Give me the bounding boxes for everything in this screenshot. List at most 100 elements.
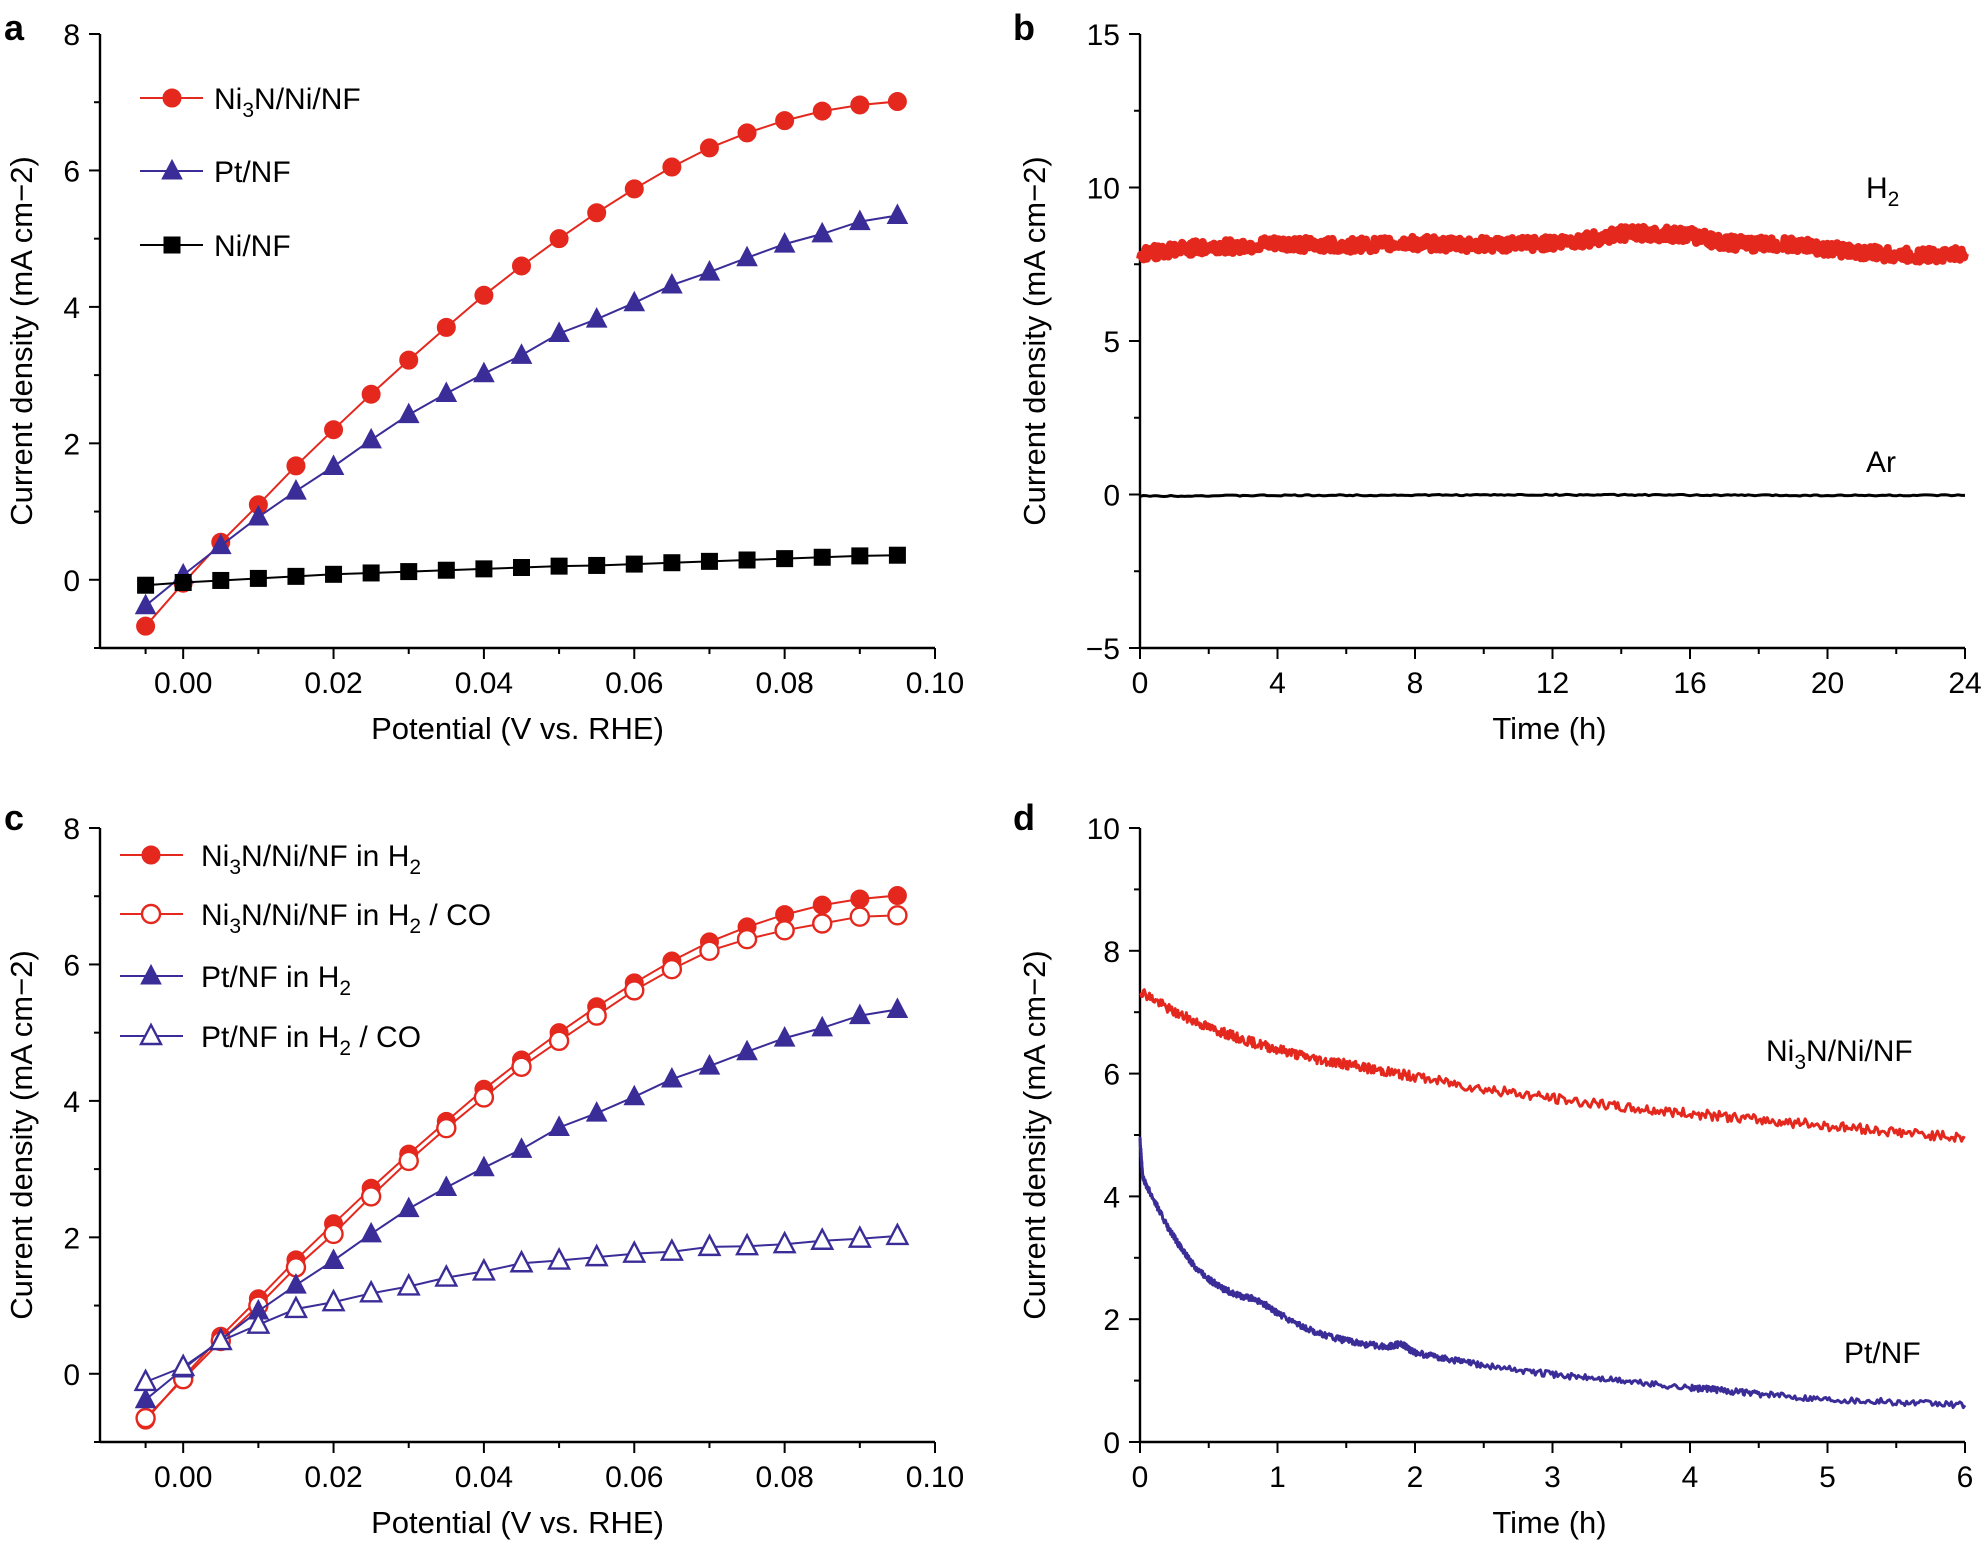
data-point: [812, 913, 833, 934]
data-point: [586, 1005, 607, 1026]
series-label: H2: [1866, 172, 1899, 211]
data-point: [435, 1175, 458, 1197]
data-point: [848, 209, 871, 231]
data-point: [585, 1101, 608, 1122]
series-line: [1138, 1136, 1967, 1410]
series-pt-nf: [1138, 1136, 1967, 1410]
data-point: [775, 111, 795, 131]
x-tick-label: 3: [1544, 1461, 1561, 1494]
data-point: [287, 567, 305, 585]
data-point: [772, 1230, 797, 1254]
data-point: [399, 350, 419, 370]
data-point: [887, 886, 907, 906]
series-label: Ar: [1866, 446, 1896, 479]
data-point: [285, 479, 307, 500]
panel-letter: a: [4, 7, 25, 48]
series-line: [1139, 988, 1966, 1143]
data-point: [174, 574, 192, 592]
data-point: [886, 997, 909, 1018]
y-tick-label: 5: [1103, 326, 1120, 359]
data-point: [588, 556, 606, 574]
data-point: [322, 454, 345, 476]
data-point: [134, 1387, 157, 1409]
x-tick-label: 0.04: [455, 1461, 513, 1494]
data-point: [662, 157, 682, 177]
legend-item: Ni3N/Ni/NF in H2 / CO: [120, 899, 491, 938]
data-point: [587, 203, 607, 223]
data-point: [885, 1222, 910, 1246]
x-tick-label: 0.10: [906, 667, 964, 700]
data-point: [547, 1246, 572, 1270]
data-point: [510, 1137, 533, 1158]
data-point: [134, 593, 157, 615]
y-tick-label: 4: [1103, 1181, 1120, 1214]
series-ni3n-ni-nf: [1139, 988, 1966, 1143]
data-point: [585, 307, 608, 328]
data-point: [360, 427, 382, 449]
data-point: [699, 138, 719, 158]
data-point: [396, 1272, 421, 1296]
data-point: [209, 533, 232, 555]
x-tick-label: 12: [1536, 667, 1569, 700]
data-point: [623, 290, 646, 312]
y-tick-label: 6: [63, 949, 80, 982]
x-tick-label: 0.08: [755, 1461, 813, 1494]
data-point: [736, 929, 758, 950]
data-point: [851, 547, 869, 565]
x-tick-label: 0.10: [906, 1461, 964, 1494]
data-point: [738, 551, 756, 569]
y-tick-label: 8: [1103, 936, 1120, 969]
series-label: Pt/NF: [1844, 1337, 1921, 1370]
y-tick-label: 0: [1103, 480, 1120, 513]
data-point: [812, 101, 832, 121]
data-point: [283, 1295, 308, 1319]
y-axis-title: Current density (mA cm−2): [1017, 950, 1052, 1320]
data-point: [436, 1117, 457, 1139]
x-tick-label: 0.00: [154, 1461, 212, 1494]
legend-label: Ni3N/Ni/NF in H2: [201, 840, 421, 879]
panel-letter: b: [1013, 7, 1035, 48]
panel-letter: c: [4, 797, 24, 838]
data-point: [321, 1288, 346, 1312]
legend-item: Pt/NF: [140, 156, 291, 189]
data-point: [737, 123, 757, 143]
panel-c: c 0.00 0.02 0.04 0.06 0.08 0.10 0 2 4 6 8 Potential …: [4, 797, 964, 1540]
x-tick-label: 0.08: [755, 667, 813, 700]
data-point: [811, 221, 834, 243]
legend-label: Pt/NF in H2: [201, 961, 351, 1000]
data-point: [813, 548, 831, 566]
series-pt-nf-in-h2: [134, 997, 909, 1409]
x-tick-label: 2: [1407, 1461, 1424, 1494]
x-axis-title: Potential (V vs. RHE): [371, 711, 664, 746]
data-point: [661, 959, 683, 980]
x-axis-title: Potential (V vs. RHE): [371, 1505, 664, 1540]
legend-label: Ni3N/Ni/NF: [214, 83, 361, 122]
y-tick-label: 6: [1103, 1059, 1120, 1092]
y-tick-label: 4: [63, 1086, 80, 1119]
data-point: [776, 550, 794, 568]
data-point: [849, 906, 871, 927]
data-point: [473, 361, 495, 383]
data-point: [548, 1115, 570, 1136]
data-point: [247, 504, 270, 526]
data-point: [698, 1054, 721, 1075]
data-point: [171, 1353, 196, 1377]
x-tick-label: 0.02: [304, 1461, 362, 1494]
data-point: [361, 384, 381, 404]
legend-marker: [141, 845, 161, 865]
legend-label: Ni/NF: [214, 230, 291, 263]
x-tick-label: 0.06: [605, 667, 663, 700]
data-point: [360, 1221, 382, 1243]
panel-b: b 0 4 8 12 16 20 24 −5 0 5 10 15 Time (h) Current dens…: [1013, 7, 1982, 746]
data-point: [810, 1227, 835, 1250]
legend-item: Pt/NF in H2: [120, 961, 351, 1000]
data-point: [212, 571, 230, 589]
y-tick-label: 10: [1087, 813, 1120, 846]
data-point: [847, 1225, 872, 1248]
data-point: [324, 420, 344, 440]
data-point: [700, 552, 718, 570]
y-axis-title: Current density (mA cm−2): [4, 950, 39, 1320]
data-point: [811, 1015, 834, 1037]
legend-marker: [140, 903, 162, 925]
series-h2: [1136, 222, 1969, 266]
